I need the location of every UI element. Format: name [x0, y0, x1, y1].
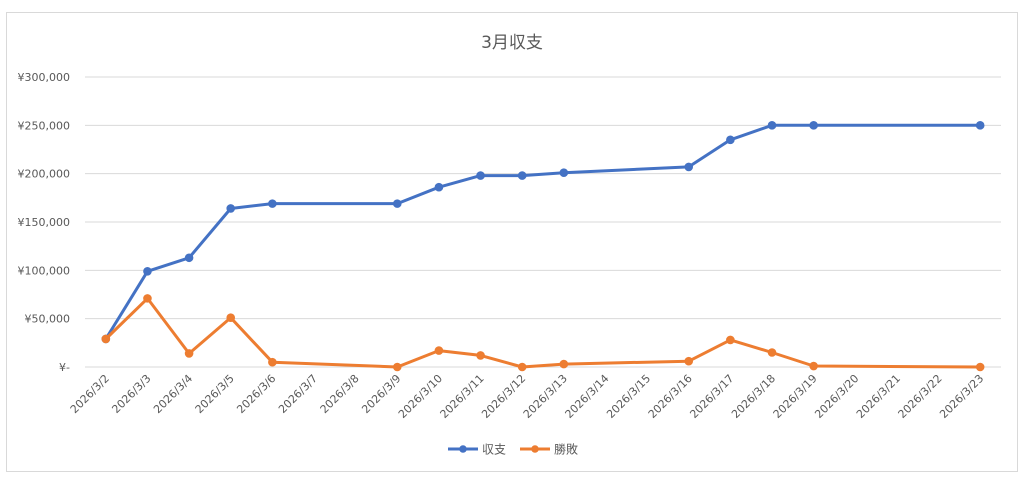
y-tick-label: ¥300,000 [18, 71, 71, 84]
data-point [184, 253, 194, 263]
data-point [184, 349, 194, 358]
data-point [434, 182, 444, 192]
x-axis-ticks: 2026/3/22026/3/32026/3/42026/3/52026/3/6… [68, 372, 986, 421]
x-tick-label: 2026/3/20 [812, 372, 861, 421]
series-line [104, 296, 981, 369]
x-tick-label: 2026/3/19 [771, 372, 820, 421]
data-point [726, 335, 735, 345]
legend-label: 勝敗 [554, 442, 578, 457]
data-point [684, 356, 694, 366]
data-point [101, 334, 111, 344]
x-tick-label: 2026/3/22 [896, 372, 945, 421]
data-point [226, 313, 236, 323]
x-tick-label: 2026/3/6 [234, 372, 278, 416]
data-point [476, 171, 485, 180]
data-point [559, 359, 569, 369]
chart-title: 3月収支 [481, 33, 543, 53]
data-point [392, 199, 402, 208]
x-tick-label: 2026/3/23 [937, 372, 986, 421]
y-tick-label: ¥200,000 [18, 168, 71, 181]
x-tick-label: 2026/3/5 [193, 372, 237, 416]
data-point [809, 121, 818, 130]
legend-label: 収支 [482, 443, 506, 457]
data-point [268, 199, 277, 208]
x-tick-label: 2026/3/10 [396, 372, 445, 421]
y-axis-ticks: ¥- ¥50,000 ¥100,000 ¥150,000 ¥200,000 ¥250,00… [18, 71, 71, 374]
data-point [684, 162, 694, 172]
data-point [767, 348, 777, 357]
data-point [726, 135, 735, 145]
x-tick-label: 2026/3/8 [318, 372, 362, 416]
x-tick-label: 2026/3/9 [359, 372, 403, 416]
x-tick-label: 2026/3/3 [109, 372, 153, 416]
series-line [104, 123, 981, 340]
data-point [809, 361, 818, 371]
data-point [143, 267, 152, 276]
x-tick-label: 2026/3/2 [68, 372, 112, 416]
y-tick-label: ¥150,000 [18, 216, 71, 229]
series-2 [101, 294, 985, 372]
series-1 [101, 121, 985, 344]
x-tick-label: 2026/3/14 [562, 372, 611, 421]
legend: 収支 勝敗 [448, 442, 578, 457]
x-tick-label: 2026/3/12 [479, 372, 528, 421]
x-tick-label: 2026/3/17 [687, 372, 736, 421]
chart-area [6, 12, 1018, 472]
data-point [268, 357, 277, 367]
x-tick-label: 2026/3/15 [604, 372, 653, 421]
data-point [975, 121, 985, 130]
x-tick-label: 2026/3/18 [729, 372, 778, 421]
y-tick-label: ¥50,000 [25, 313, 71, 326]
data-point [143, 294, 152, 303]
data-point [476, 351, 485, 360]
x-tick-label: 2026/3/13 [521, 372, 570, 421]
legend-marker [459, 445, 467, 453]
x-tick-label: 2026/3/21 [854, 372, 903, 421]
data-point [559, 168, 569, 177]
series-lines [101, 121, 985, 372]
data-point [392, 362, 402, 372]
y-tick-label: ¥100,000 [18, 264, 71, 277]
data-point [517, 362, 527, 372]
data-point [975, 362, 985, 372]
data-point [434, 346, 444, 355]
y-tick-label: ¥250,000 [18, 119, 71, 132]
x-tick-label: 2026/3/7 [276, 372, 320, 416]
data-point [767, 121, 777, 130]
x-tick-label: 2026/3/16 [646, 372, 695, 421]
x-tick-label: 2026/3/11 [438, 372, 487, 421]
legend-marker [531, 445, 539, 453]
x-tick-label: 2026/3/4 [151, 372, 195, 416]
data-point [226, 204, 236, 213]
y-tick-label: ¥- [59, 361, 70, 374]
data-point [517, 171, 527, 180]
